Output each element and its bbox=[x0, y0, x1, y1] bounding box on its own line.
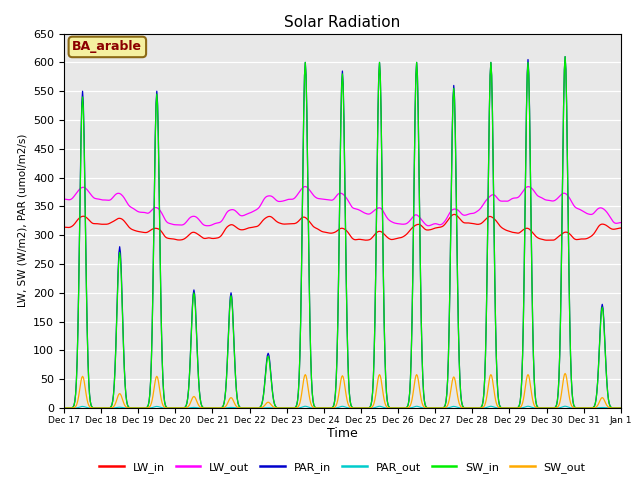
SW_in bbox=[561, 54, 569, 60]
Title: Solar Radiation: Solar Radiation bbox=[284, 15, 401, 30]
PAR_out bbox=[561, 403, 569, 409]
LW_out bbox=[390, 220, 397, 226]
LW_out bbox=[568, 198, 575, 204]
SW_out bbox=[617, 405, 625, 411]
SW_in bbox=[617, 405, 625, 411]
Line: LW_in: LW_in bbox=[64, 215, 621, 240]
LW_out bbox=[182, 219, 190, 225]
PAR_in bbox=[206, 405, 214, 411]
PAR_in bbox=[182, 403, 190, 408]
SW_in bbox=[566, 352, 574, 358]
Text: BA_arable: BA_arable bbox=[72, 40, 142, 53]
PAR_in bbox=[566, 352, 574, 358]
Line: PAR_out: PAR_out bbox=[64, 406, 621, 408]
LW_in bbox=[617, 225, 625, 231]
LW_out bbox=[301, 184, 309, 190]
Legend: LW_in, LW_out, PAR_in, PAR_out, SW_in, SW_out: LW_in, LW_out, PAR_in, PAR_out, SW_in, S… bbox=[95, 457, 590, 477]
LW_in bbox=[60, 224, 68, 230]
LW_in bbox=[549, 237, 557, 243]
SW_out bbox=[443, 404, 451, 409]
SW_in bbox=[182, 403, 190, 408]
LW_in bbox=[443, 219, 451, 225]
PAR_out bbox=[182, 405, 190, 411]
LW_out bbox=[617, 220, 625, 226]
PAR_in bbox=[443, 391, 451, 396]
LW_in bbox=[568, 233, 575, 239]
SW_in bbox=[443, 391, 451, 397]
Line: SW_out: SW_out bbox=[64, 373, 621, 408]
SW_in bbox=[206, 405, 214, 411]
PAR_out bbox=[206, 405, 214, 411]
SW_out bbox=[561, 371, 569, 376]
PAR_in bbox=[617, 405, 625, 411]
SW_in bbox=[60, 405, 68, 411]
SW_out bbox=[182, 405, 190, 410]
SW_out bbox=[334, 397, 342, 403]
Line: SW_in: SW_in bbox=[64, 57, 621, 408]
LW_in bbox=[334, 228, 342, 233]
Y-axis label: LW, SW (W/m2), PAR (umol/m2/s): LW, SW (W/m2), PAR (umol/m2/s) bbox=[17, 134, 28, 308]
SW_in bbox=[388, 405, 396, 411]
X-axis label: Time: Time bbox=[327, 427, 358, 441]
PAR_out bbox=[617, 405, 625, 411]
PAR_out bbox=[566, 405, 574, 410]
Line: PAR_in: PAR_in bbox=[64, 57, 621, 408]
PAR_in bbox=[388, 405, 396, 411]
PAR_in bbox=[60, 405, 68, 411]
PAR_out bbox=[334, 405, 342, 410]
SW_out bbox=[206, 405, 214, 411]
LW_out bbox=[204, 223, 212, 228]
LW_out bbox=[207, 222, 215, 228]
PAR_out bbox=[60, 405, 68, 411]
SW_in bbox=[334, 322, 342, 327]
SW_out bbox=[566, 400, 574, 406]
Line: LW_out: LW_out bbox=[64, 187, 621, 226]
LW_out bbox=[60, 196, 68, 202]
PAR_out bbox=[443, 405, 451, 411]
PAR_out bbox=[388, 405, 396, 411]
PAR_in bbox=[561, 54, 569, 60]
SW_out bbox=[60, 405, 68, 411]
PAR_in bbox=[334, 321, 342, 327]
LW_in bbox=[388, 237, 396, 242]
LW_in bbox=[451, 212, 458, 217]
LW_out bbox=[335, 191, 343, 196]
LW_in bbox=[182, 235, 190, 240]
LW_in bbox=[206, 235, 214, 241]
LW_out bbox=[445, 213, 452, 218]
SW_out bbox=[388, 405, 396, 411]
